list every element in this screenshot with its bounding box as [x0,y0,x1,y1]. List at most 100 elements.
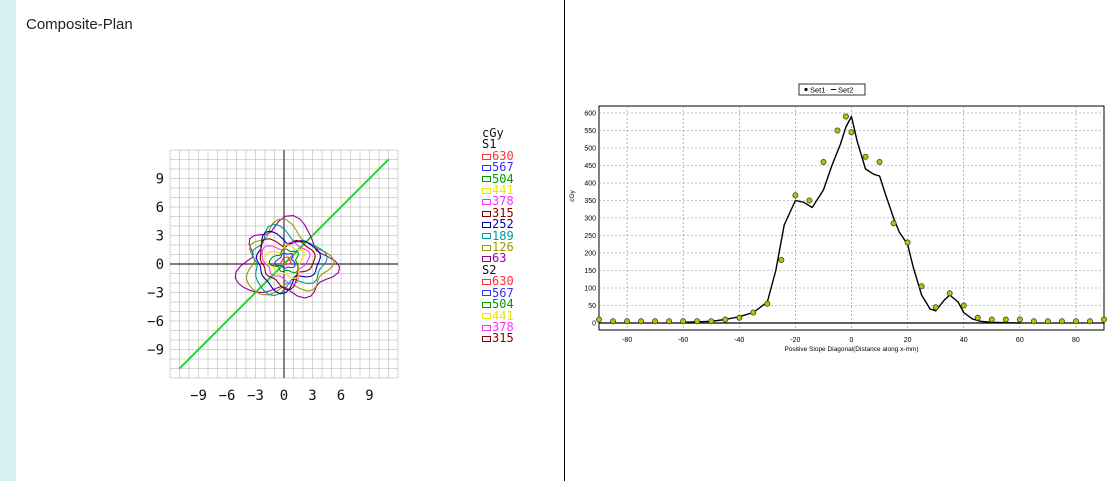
series-set1-point [848,129,855,136]
legend-swatch [482,290,491,297]
isodose-contour [274,252,296,269]
series-set1-point [680,318,687,325]
series-set1-point [904,239,911,246]
legend-swatch [482,324,491,331]
legend-swatch [482,199,491,206]
series-set1-point [820,159,827,165]
legend-level-value: 441 [492,183,514,198]
legend-level-value: 567 [492,160,514,175]
y-tick-label: −9 [147,343,164,359]
legend-swatch [482,244,491,251]
legend-level: 504 [482,171,514,186]
legend-level: 63 [482,252,514,265]
series-set1-point [1044,318,1051,325]
isodose-contour [261,241,311,285]
isodose-contour [251,223,328,297]
series-set1-point [1016,316,1023,323]
legend-level: 315 [482,332,514,345]
series-set1-point [624,318,631,325]
x-tick-label: −9 [190,388,207,404]
legend-swatch [482,233,491,240]
legend-level-value: 189 [492,228,514,243]
y-tick-label: 400 [584,181,596,188]
legend-swatch [482,301,491,308]
series-set1-point [960,302,967,309]
panel-divider [564,0,565,481]
y-tick-label: 6 [156,200,164,216]
series-set1-point [792,192,799,199]
y-tick-label: 200 [584,251,596,258]
legend-level-value: 504 [492,297,514,312]
legend-swatch [482,221,491,228]
y-tick-label: −6 [147,314,164,330]
series-set1-point [736,314,743,321]
series-set1-point [764,300,771,307]
legend-swatch [482,164,491,171]
series-set1-point [1072,318,1079,325]
legend-level: 567 [482,160,514,175]
dose-profile-chart: Set1 Set260055050045040035030025020015010… [569,83,1107,353]
isodose-contour [259,238,316,291]
legend-level-value: 630 [492,274,514,289]
series-set2-line [683,115,1020,324]
page-title: Composite-Plan [26,16,133,33]
series-set1-point [638,318,645,325]
series-set1-point [1030,318,1037,325]
series-set1-point [1087,318,1093,325]
series-set1-point [750,309,757,316]
series-set1-point [834,127,841,134]
legend-level: 378 [482,319,514,334]
legend-level: 441 [482,308,514,323]
legend-level: 315 [482,205,514,220]
series-set1-point [974,314,981,321]
legend-level-value: 378 [492,319,514,334]
series-set1-point [666,318,673,325]
isodose-contours [234,215,341,299]
legend-level: 567 [482,285,514,300]
legend-level-value: 126 [492,240,514,255]
legend-level-value: 315 [492,205,514,220]
x-tick-label: 9 [365,388,373,404]
series-set1-point [988,316,995,323]
dose-unit: cGy [482,126,504,140]
series-set1-point [806,197,813,204]
legend-swatch [482,336,491,343]
legend-set-label: S2 [482,262,497,277]
series-set1-point [652,318,659,325]
x-tick-label: 60 [1016,337,1024,344]
isodose-contour [268,248,300,274]
legend-marker-set1 [804,87,808,92]
series-set1-point [842,113,849,120]
legend-level-value: 567 [492,285,514,300]
series-set1-point [1002,316,1009,323]
y-tick-label: −3 [147,286,164,302]
isodose-contour [246,218,335,296]
y-tick-label: 50 [588,303,596,310]
series-set1-point [722,316,729,323]
x-tick-label: -20 [790,337,800,344]
sidebar-strip [0,0,16,481]
legend-entry: Set1 [810,86,825,95]
x-tick-label: -40 [734,337,744,344]
legend-level-value: 504 [492,171,514,186]
series-set1-point [596,316,602,323]
y-tick-label: 550 [584,128,596,135]
series-set1-point [918,283,925,290]
y-tick-label: 500 [584,146,596,153]
y-tick-label: 9 [156,172,164,188]
legend-entry: Set2 [838,86,853,95]
x-tick-label: -80 [622,337,632,344]
legend-level-value: 252 [492,217,514,232]
legend-swatch [482,176,491,183]
legend-level: 189 [482,228,514,243]
y-axis-label: cGy [569,189,576,201]
legend-level-value: 630 [492,148,514,163]
isodose-contour [280,256,292,266]
legend-level-value: 441 [492,308,514,323]
y-tick-label: 300 [584,216,596,223]
series-set1-point [890,220,897,227]
isodose-contour [234,215,341,299]
legend-level: 441 [482,183,514,198]
y-tick-label: 250 [584,233,596,240]
series-set1-point [778,257,785,263]
